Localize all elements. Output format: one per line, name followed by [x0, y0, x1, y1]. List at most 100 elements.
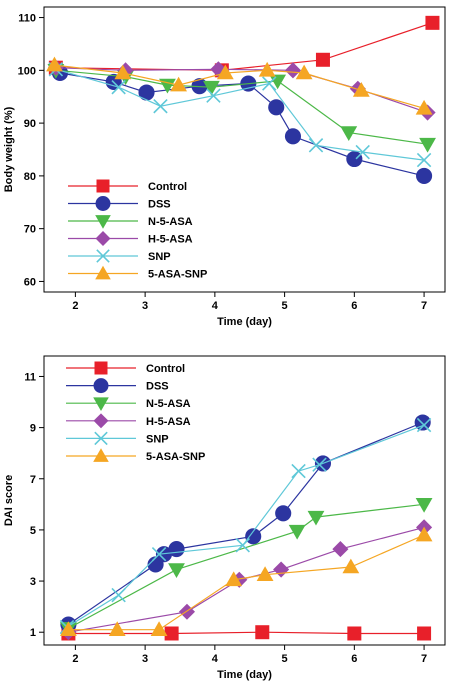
- legend-item-snp: SNP: [68, 249, 171, 263]
- series-line-snp: [55, 68, 425, 161]
- series-snp: [59, 417, 432, 635]
- data-point-snp: [111, 80, 126, 95]
- x-tick-label: 3: [142, 300, 148, 312]
- legend-marker: [95, 265, 111, 280]
- data-point-n-5-asa: [307, 510, 325, 526]
- legend-label: 5-ASA-SNP: [148, 269, 207, 281]
- data-point-5-asa-snp: [352, 81, 370, 97]
- legend-marker: [96, 179, 110, 193]
- data-point-5-asa-snp: [415, 99, 433, 115]
- plot-frame: [43, 355, 446, 646]
- x-axis-title: Time (day): [217, 669, 272, 681]
- x-tick-label: 7: [421, 300, 427, 312]
- legend-label: N-5-ASA: [146, 398, 191, 410]
- legend-item-dss: DSS: [68, 196, 171, 211]
- legend-label: H-5-ASA: [148, 234, 193, 246]
- series-dss: [51, 64, 433, 184]
- legend-marker: [96, 249, 110, 263]
- data-point-dss: [268, 99, 285, 116]
- data-point-h-5-asa: [332, 541, 349, 558]
- data-point-snp: [235, 538, 250, 553]
- data-point-snp: [206, 88, 221, 103]
- series-line-dss: [68, 421, 423, 625]
- y-tick-label: 110: [18, 13, 36, 25]
- series-n-5-asa: [60, 498, 433, 637]
- legend-label: Control: [148, 181, 187, 193]
- x-tick-label: 5: [282, 300, 288, 312]
- legend-label: H-5-ASA: [146, 416, 191, 428]
- data-point-5-asa-snp: [216, 64, 234, 80]
- y-tick-label: 80: [24, 171, 36, 183]
- data-point-snp: [153, 99, 168, 114]
- data-point-5-asa-snp: [108, 621, 126, 636]
- y-tick-label: 100: [18, 65, 36, 77]
- data-point-n-5-asa: [159, 78, 176, 94]
- data-point-snp: [111, 587, 126, 603]
- legend-item-5-asa-snp: 5-ASA-SNP: [66, 448, 205, 463]
- legend-marker: [93, 378, 109, 394]
- legend-label: N-5-ASA: [148, 216, 193, 228]
- legend-item-dss: DSS: [66, 378, 169, 394]
- data-point-control: [417, 626, 432, 641]
- data-point-n-5-asa: [168, 563, 185, 578]
- x-tick-label: 2: [72, 300, 78, 312]
- data-point-h-5-asa: [231, 571, 248, 588]
- y-tick-label: 60: [24, 276, 36, 288]
- data-point-dss: [284, 128, 302, 145]
- legend-item-control: Control: [66, 361, 185, 375]
- legend-item-h-5-asa: H-5-ASA: [68, 231, 193, 246]
- data-point-snp: [416, 417, 432, 433]
- data-point-snp: [291, 463, 306, 479]
- legend-label: DSS: [148, 199, 171, 211]
- legend-item-h-5-asa: H-5-ASA: [66, 413, 191, 429]
- data-point-h-5-asa: [273, 561, 290, 578]
- data-point-5-asa-snp: [415, 526, 433, 542]
- x-tick-label: 4: [212, 300, 219, 312]
- series-line-5-asa-snp: [54, 64, 425, 109]
- y-tick-label: 11: [24, 371, 36, 383]
- data-point-snp: [416, 152, 432, 168]
- data-point-control: [315, 52, 330, 67]
- legend-item-5-asa-snp: 5-ASA-SNP: [68, 265, 207, 281]
- data-point-dss: [275, 505, 292, 522]
- y-tick-label: 90: [24, 118, 36, 130]
- data-point-dss: [168, 541, 185, 558]
- legend-item-snp: SNP: [66, 431, 169, 446]
- data-point-5-asa-snp: [60, 621, 77, 636]
- data-point-snp: [151, 546, 167, 562]
- data-point-dss: [245, 528, 262, 545]
- data-point-n-5-asa: [419, 137, 436, 153]
- body-weight-chart: 2 3 4 5 6 7 60 70 80 90 100 110 Time (day) Body weigh…: [3, 6, 446, 328]
- data-point-5-asa-snp: [225, 571, 243, 587]
- data-point-n-5-asa: [415, 498, 433, 513]
- data-point-h-5-asa: [284, 62, 302, 79]
- data-point-5-asa-snp: [114, 64, 132, 80]
- data-point-snp: [308, 138, 324, 153]
- data-point-5-asa-snp: [295, 64, 313, 80]
- legend: Control DSS N-5-ASA H-5-ASA SNP 5-ASA-SNP: [68, 179, 207, 281]
- y-tick-label: 9: [30, 423, 36, 435]
- data-point-dss: [138, 84, 155, 101]
- data-point-control: [164, 626, 179, 641]
- data-point-snp: [355, 144, 370, 160]
- x-axis-title: Time (day): [217, 316, 272, 328]
- series-control: [48, 15, 440, 78]
- plot-frame: [43, 6, 446, 293]
- data-point-dss: [416, 167, 433, 184]
- legend-marker: [95, 231, 111, 246]
- x-tick-label: 2: [72, 653, 78, 665]
- data-point-snp: [262, 76, 277, 91]
- data-point-snp: [312, 457, 327, 472]
- data-point-dss: [346, 150, 363, 168]
- y-tick-label: 7: [30, 474, 36, 486]
- legend-item-n-5-asa: N-5-ASA: [66, 397, 191, 411]
- legend-marker: [94, 431, 108, 446]
- y-tick-label: 5: [30, 525, 36, 537]
- data-point-n-5-asa: [340, 126, 358, 142]
- x-tick-label: 6: [351, 653, 357, 665]
- x-tick-label: 7: [421, 653, 427, 665]
- series-snp: [48, 62, 432, 168]
- y-tick-label: 3: [30, 576, 36, 588]
- y-axis-title: DAI score: [3, 475, 15, 526]
- y-axis-title: Body weight (%): [3, 106, 15, 192]
